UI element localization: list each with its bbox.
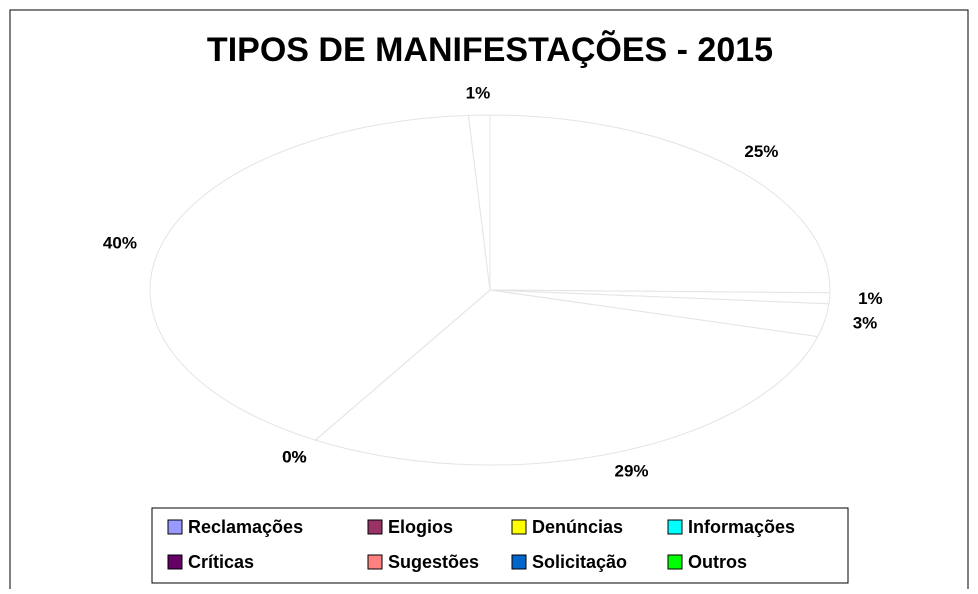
data-label: 0% [282, 448, 307, 467]
data-label: 1% [858, 289, 883, 308]
data-label: 1% [466, 84, 491, 103]
legend-swatch [667, 519, 683, 535]
legend-swatch [667, 554, 683, 570]
legend-label: Elogios [388, 517, 453, 537]
data-label: 40% [103, 233, 137, 252]
legend-swatch [167, 554, 183, 570]
chart-title: TIPOS DE MANIFESTAÇÕES - 2015 [207, 31, 773, 69]
legend-swatch [511, 554, 527, 570]
pie-slice [489, 114, 831, 294]
data-label: 25% [744, 142, 778, 161]
legend-label: Informações [688, 517, 795, 537]
legend-label: Solicitação [532, 552, 627, 572]
pie-slice [314, 289, 819, 466]
legend-swatch [511, 519, 527, 535]
data-label: 29% [615, 461, 649, 480]
data-label: 0% [282, 448, 307, 467]
pie-slice [467, 114, 491, 291]
legend-label: Críticas [188, 552, 254, 572]
legend-swatch [167, 519, 183, 535]
legend-label: Reclamações [188, 517, 303, 537]
pie-slice [149, 114, 491, 441]
legend-swatch [367, 554, 383, 570]
legend-label: Outros [688, 552, 747, 572]
legend-label: Denúncias [532, 517, 623, 537]
legend-box [151, 507, 849, 584]
legend-label: Sugestões [388, 552, 479, 572]
data-label: 3% [853, 314, 878, 333]
legend-swatch [367, 519, 383, 535]
